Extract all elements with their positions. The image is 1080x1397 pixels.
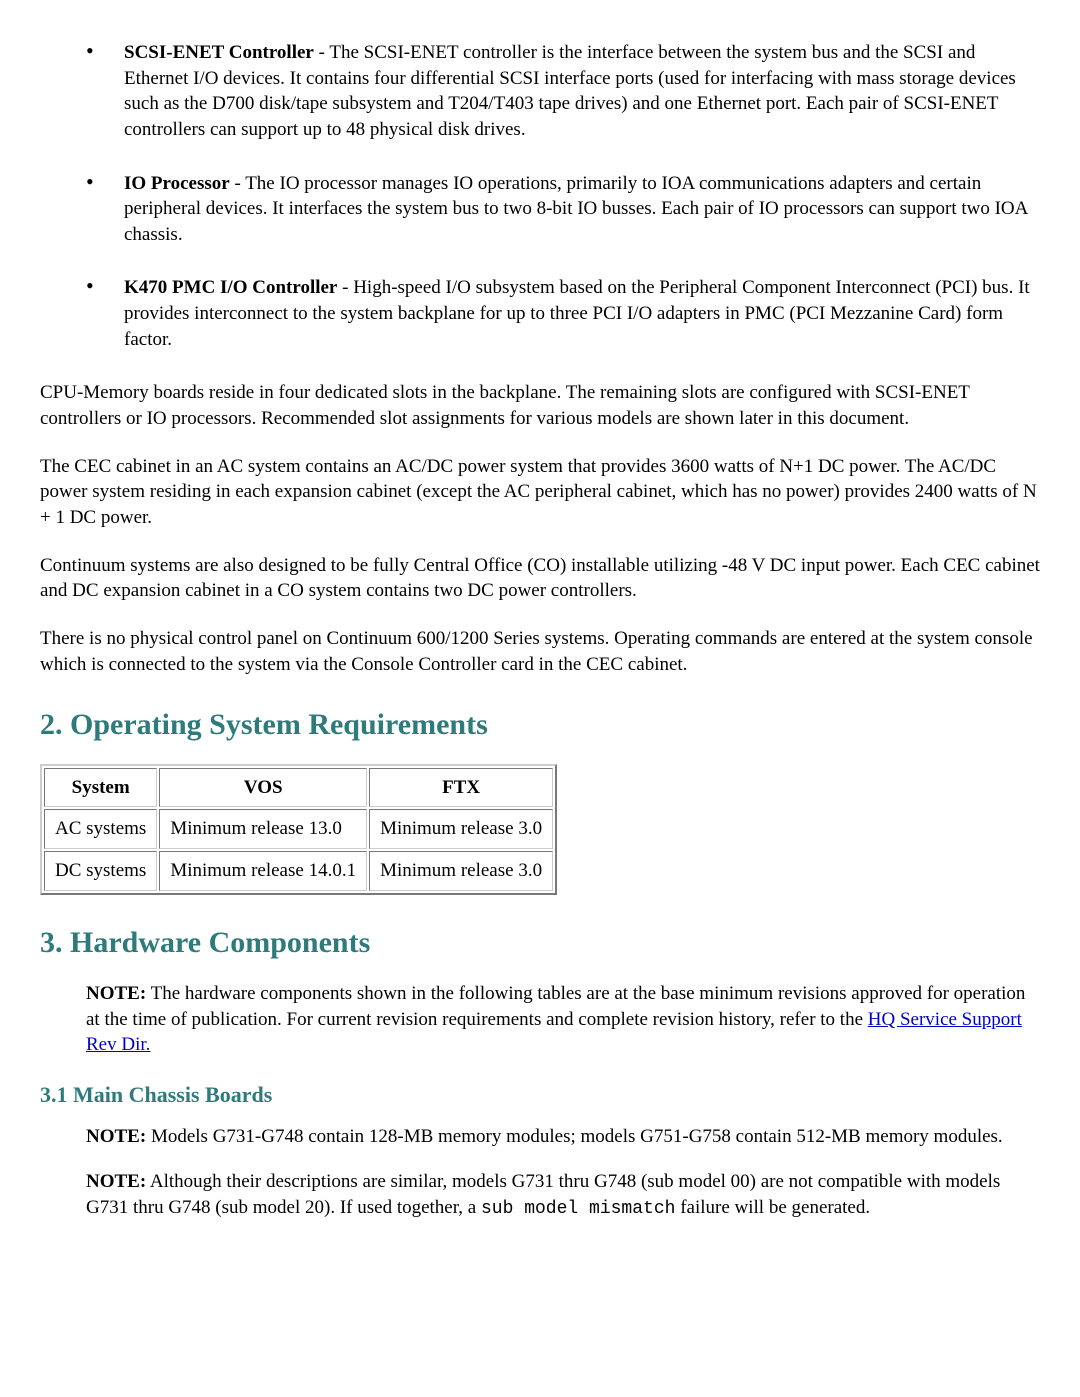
note-label: NOTE:: [86, 983, 146, 1004]
table-cell: Minimum release 13.0: [159, 809, 367, 849]
table-row: DC systems Minimum release 14.0.1 Minimu…: [44, 851, 553, 891]
component-bullet-list: SCSI-ENET Controller - The SCSI-ENET con…: [40, 40, 1040, 352]
note-label: NOTE:: [86, 1171, 146, 1192]
bullet-term: IO Processor: [124, 173, 230, 194]
note-text: failure will be generated.: [675, 1197, 870, 1218]
note-label: NOTE:: [86, 1126, 146, 1147]
subsection-heading-main-chassis-boards: 3.1 Main Chassis Boards: [40, 1080, 1040, 1110]
table-header-cell: VOS: [159, 768, 367, 808]
os-requirements-table: System VOS FTX AC systems Minimum releas…: [40, 764, 557, 895]
error-code-text: sub model mismatch: [481, 1199, 675, 1219]
bullet-text: - The IO processor manages IO operations…: [124, 173, 1027, 245]
table-cell: DC systems: [44, 851, 157, 891]
table-header-cell: FTX: [369, 768, 553, 808]
hardware-note: NOTE: The hardware components shown in t…: [86, 981, 1040, 1058]
bullet-term: SCSI-ENET Controller: [124, 42, 314, 63]
table-cell: Minimum release 3.0: [369, 851, 553, 891]
list-item: K470 PMC I/O Controller - High-speed I/O…: [86, 275, 1040, 352]
body-paragraph: CPU-Memory boards reside in four dedicat…: [40, 380, 1040, 431]
main-chassis-note-1: NOTE: Models G731-G748 contain 128-MB me…: [86, 1124, 1040, 1150]
main-chassis-note-2: NOTE: Although their descriptions are si…: [86, 1169, 1040, 1221]
table-row: AC systems Minimum release 13.0 Minimum …: [44, 809, 553, 849]
table-header-cell: System: [44, 768, 157, 808]
bullet-term: K470 PMC I/O Controller: [124, 277, 337, 298]
table-header-row: System VOS FTX: [44, 768, 553, 808]
table-cell: Minimum release 3.0: [369, 809, 553, 849]
note-text: Models G731-G748 contain 128-MB memory m…: [146, 1126, 1003, 1147]
table-cell: Minimum release 14.0.1: [159, 851, 367, 891]
body-paragraph: The CEC cabinet in an AC system contains…: [40, 454, 1040, 531]
table-cell: AC systems: [44, 809, 157, 849]
body-paragraph: Continuum systems are also designed to b…: [40, 553, 1040, 604]
list-item: SCSI-ENET Controller - The SCSI-ENET con…: [86, 40, 1040, 143]
list-item: IO Processor - The IO processor manages …: [86, 171, 1040, 248]
section-heading-hardware-components: 3. Hardware Components: [40, 923, 1040, 964]
section-heading-os-requirements: 2. Operating System Requirements: [40, 705, 1040, 746]
body-paragraph: There is no physical control panel on Co…: [40, 626, 1040, 677]
